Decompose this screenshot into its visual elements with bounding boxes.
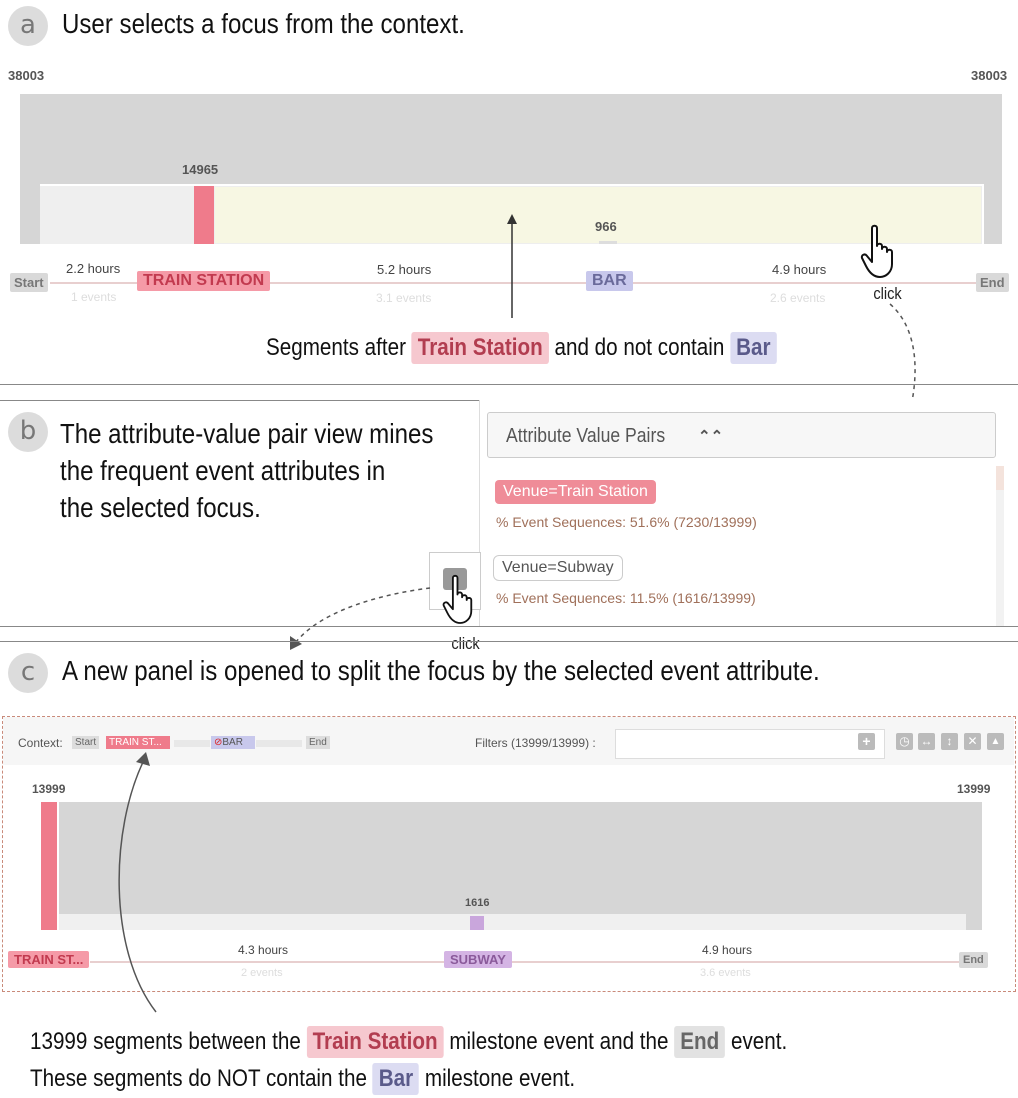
pair-venue-subway[interactable]: Venue=Subway [493,555,623,581]
context-pre-segment [40,186,194,244]
gap1-events: 1 events [71,290,117,304]
focus-count-label: 14965 [182,162,219,177]
section-c-heading: A new panel is opened to split the focus… [62,655,820,686]
pair-train-station-stat: % Event Sequences: 51.6% (7230/13999) [496,514,757,530]
attribute-panel-title: Attribute Value Pairs [506,425,666,447]
split-timeline-line [90,961,960,963]
ctx-start: Start [72,736,100,749]
ctx-bar[interactable]: ⊘BAR [211,736,255,749]
click-label-a: click [873,284,902,303]
divider-c-top [0,641,1018,642]
split-milestone-subway[interactable]: SUBWAY [444,951,512,968]
clock-icon[interactable]: ◷ [896,733,913,750]
divider-b-bottom [0,626,1018,627]
caption-tag-bar: Bar [372,1063,420,1095]
split-count-right: 13999 [957,782,991,796]
context-start-bar [20,94,40,244]
pair-subway-stat: % Event Sequences: 11.5% (1616/13999) [496,590,756,606]
bar-subsegment [599,241,617,244]
caption-tag-train-station: Train Station [411,332,549,364]
context-end-bar [984,94,1002,244]
curved-arrow-c [118,752,157,1013]
context-main-band [40,94,984,184]
selected-focus-region[interactable] [214,186,982,244]
ctx-gap-2 [256,740,302,747]
caption-tag-train-station: Train Station [306,1026,444,1058]
caption-a: Segments after Train Station and do not … [266,332,777,364]
split-gap2-hours: 4.9 hours [702,943,753,957]
context-label: Context: [18,736,63,750]
collapse-icon[interactable]: ▲ [987,733,1004,750]
filters-label: Filters (13999/13999) : [475,736,596,750]
dashed-arrow-b-to-c [290,587,431,650]
train-station-focus-bar[interactable] [194,186,214,244]
hand-pointer-icon [860,224,893,278]
milestone-train-station[interactable]: TRAIN STATION [137,271,271,291]
gap3-events: 2.6 events [770,291,826,305]
divider-a-b [0,384,1018,385]
context-count-left: 38003 [8,68,45,83]
split-gap1-events: 2 events [241,967,283,979]
ctx-train-station[interactable]: TRAIN ST... [106,736,170,749]
ctx-end: End [306,736,330,749]
scrollbar-track[interactable] [996,466,1004,626]
split-main-band [59,802,966,914]
add-filter-icon[interactable]: + [858,733,875,750]
timeline-start: Start [10,273,48,292]
click-label-b: click [451,634,480,653]
caption-tag-bar: Bar [730,332,777,364]
split-sub-band [59,914,966,930]
section-a-heading: User selects a focus from the context. [62,8,465,39]
subway-count-label: 1616 [465,897,490,909]
section-c-marker: c [8,653,48,693]
vertical-expand-icon[interactable]: ↕ [941,733,958,750]
split-gap1-hours: 4.3 hours [238,943,289,957]
horizontal-expand-icon[interactable]: ↔ [918,733,935,750]
gap3-hours: 4.9 hours [772,262,827,277]
timeline-end: End [976,273,1009,292]
up-arrow [507,214,517,318]
gap1-hours: 2.2 hours [66,261,121,276]
caption-c-line1: 13999 segments between the Train Station… [30,1026,787,1058]
gap2-events: 3.1 events [376,291,432,305]
split-count-left: 13999 [32,782,66,796]
split-milestone-train-station[interactable]: TRAIN ST... [8,951,90,968]
gap2-hours: 5.2 hours [377,262,432,277]
caption-tag-end: End [674,1026,726,1058]
milestone-bar[interactable]: BAR [586,271,633,291]
train-station-start-bar[interactable] [41,802,57,930]
section-b-heading: The attribute-value pair view mines the … [60,418,434,523]
filters-input[interactable] [615,729,885,759]
double-chevron-up-icon[interactable]: ⌃⌃ [698,428,724,445]
close-icon[interactable]: ✕ [964,733,981,750]
sub-count-label: 966 [595,219,617,234]
split-panel [2,716,1016,992]
context-count-right: 38003 [971,68,1008,83]
timeline-line [50,282,978,284]
split-gap2-events: 3.6 events [700,967,751,979]
scrollbar-thumb[interactable] [996,466,1004,490]
attribute-panel-header[interactable]: Attribute Value Pairs ⌃⌃ [487,412,996,458]
section-a-marker: a [8,6,48,46]
ctx-gap-1 [174,740,210,747]
caption-c-line2: These segments do NOT contain the Bar mi… [30,1063,575,1095]
section-b-marker: b [8,412,48,452]
split-end: End [959,952,988,968]
no-entry-icon: ⊘ [214,737,223,748]
pair-venue-train-station[interactable]: Venue=Train Station [495,480,656,504]
split-end-bar [966,802,982,930]
subway-subsegment[interactable] [470,916,484,930]
hand-pointer-icon [442,574,473,624]
